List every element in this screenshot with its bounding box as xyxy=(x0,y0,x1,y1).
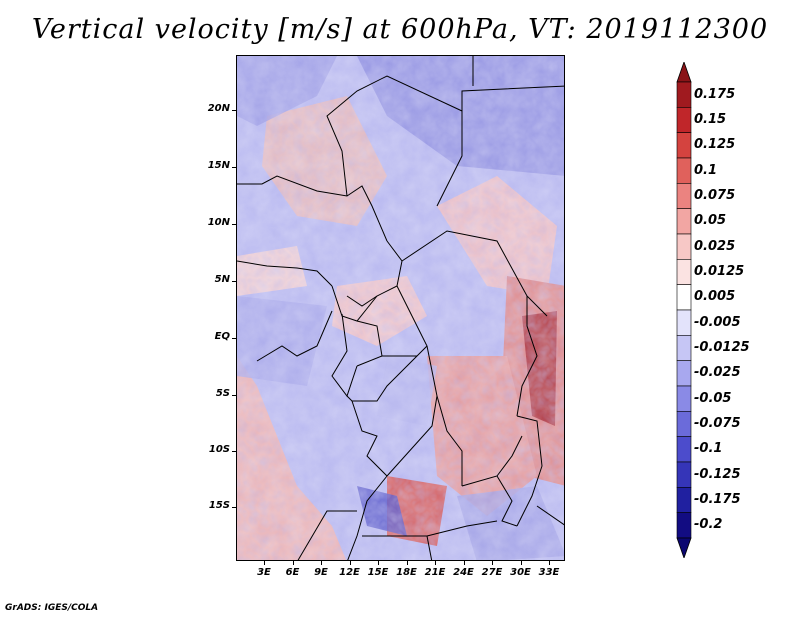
longitude-label: 9E xyxy=(314,567,328,578)
country-borders xyxy=(237,56,564,560)
latitude-label: 10S xyxy=(208,444,230,455)
colorbar-swatch xyxy=(676,436,692,463)
longitude-label: 30E xyxy=(510,567,531,578)
latitude-tick xyxy=(232,451,236,452)
longitude-tick xyxy=(492,561,493,565)
colorbar-label: -0.175 xyxy=(694,492,741,507)
colorbar-label: 0.125 xyxy=(694,137,736,153)
colorbar-swatch xyxy=(676,309,692,336)
colorbar-label: 0.1 xyxy=(694,162,718,178)
longitude-label: 21E xyxy=(424,567,446,578)
chart-title: Vertical velocity [m/s] at 600hPa, VT: 2… xyxy=(31,14,769,45)
colorbar-swatch xyxy=(676,461,692,488)
colorbar-label: -0.075 xyxy=(694,416,741,431)
latitude-label: 15S xyxy=(208,500,230,511)
vertical-velocity-map xyxy=(236,55,565,561)
latitude-label: 10N xyxy=(207,217,230,228)
longitude-label: 27E xyxy=(481,567,503,578)
latitude-tick xyxy=(232,167,236,168)
colorbar-swatch xyxy=(676,411,692,437)
latitude-tick xyxy=(232,338,236,339)
longitude-tick xyxy=(292,561,294,565)
longitude-tick xyxy=(549,561,550,565)
latitude-tick xyxy=(232,507,236,508)
colorbar-swatch xyxy=(676,487,692,513)
colorbar-swatch xyxy=(676,157,692,184)
longitude-tick xyxy=(264,561,265,565)
colorbar-swatch xyxy=(676,385,692,412)
colorbar-swatch xyxy=(676,335,692,361)
longitude-label: 3E xyxy=(257,567,271,578)
longitude-label: 24E xyxy=(453,567,474,578)
longitude-tick xyxy=(321,561,322,565)
colorbar-label: -0.1 xyxy=(694,441,723,457)
colorbar-label: 0.0125 xyxy=(694,264,745,279)
colorbar xyxy=(673,60,695,562)
longitude-tick xyxy=(406,561,408,565)
colorbar-label: 0.05 xyxy=(694,213,727,229)
colorbar-label: -0.2 xyxy=(694,517,723,533)
colorbar-swatch xyxy=(676,107,692,133)
longitude-label: 18E xyxy=(396,567,417,578)
longitude-tick xyxy=(435,561,436,565)
longitude-tick xyxy=(520,561,522,565)
longitude-label: 6E xyxy=(285,567,300,578)
colorbar-swatch xyxy=(676,360,692,387)
latitude-tick xyxy=(232,281,236,282)
colorbar-min-arrow xyxy=(676,537,692,560)
colorbar-swatch xyxy=(676,233,692,260)
colorbar-label: 0.025 xyxy=(694,238,736,254)
latitude-label: 5N xyxy=(214,274,230,285)
colorbar-label: 0.15 xyxy=(694,112,727,127)
longitude-label: 12E xyxy=(339,567,360,578)
longitude-label: 15E xyxy=(367,567,389,578)
colorbar-swatch xyxy=(676,183,692,209)
colorbar-label: -0.125 xyxy=(694,466,741,482)
colorbar-label: -0.0125 xyxy=(694,340,750,355)
colorbar-swatch xyxy=(676,81,692,108)
footer-credit: GrADS: IGES/COLA xyxy=(5,603,99,613)
colorbar-label: 0.005 xyxy=(694,289,736,305)
colorbar-label: -0.005 xyxy=(694,314,741,330)
latitude-tick xyxy=(232,395,236,396)
colorbar-swatch xyxy=(676,284,692,311)
latitude-tick xyxy=(232,110,236,111)
latitude-label: 5S xyxy=(215,388,230,399)
latitude-label: 20N xyxy=(207,103,230,114)
colorbar-label: -0.025 xyxy=(694,365,741,381)
latitude-label: EQ xyxy=(214,331,230,342)
colorbar-swatch xyxy=(676,132,692,159)
colorbar-swatch xyxy=(676,208,692,235)
longitude-tick xyxy=(349,561,351,565)
latitude-label: 15N xyxy=(207,160,230,171)
colorbar-max-arrow xyxy=(676,60,692,83)
longitude-tick xyxy=(463,561,465,565)
colorbar-label: 0.175 xyxy=(694,86,736,102)
colorbar-swatch xyxy=(676,512,692,539)
colorbar-label: 0.075 xyxy=(694,188,736,203)
latitude-tick xyxy=(232,224,236,225)
colorbar-label: -0.05 xyxy=(694,390,732,406)
longitude-tick xyxy=(378,561,379,565)
longitude-label: 33E xyxy=(538,567,560,578)
colorbar-swatch xyxy=(676,259,692,285)
